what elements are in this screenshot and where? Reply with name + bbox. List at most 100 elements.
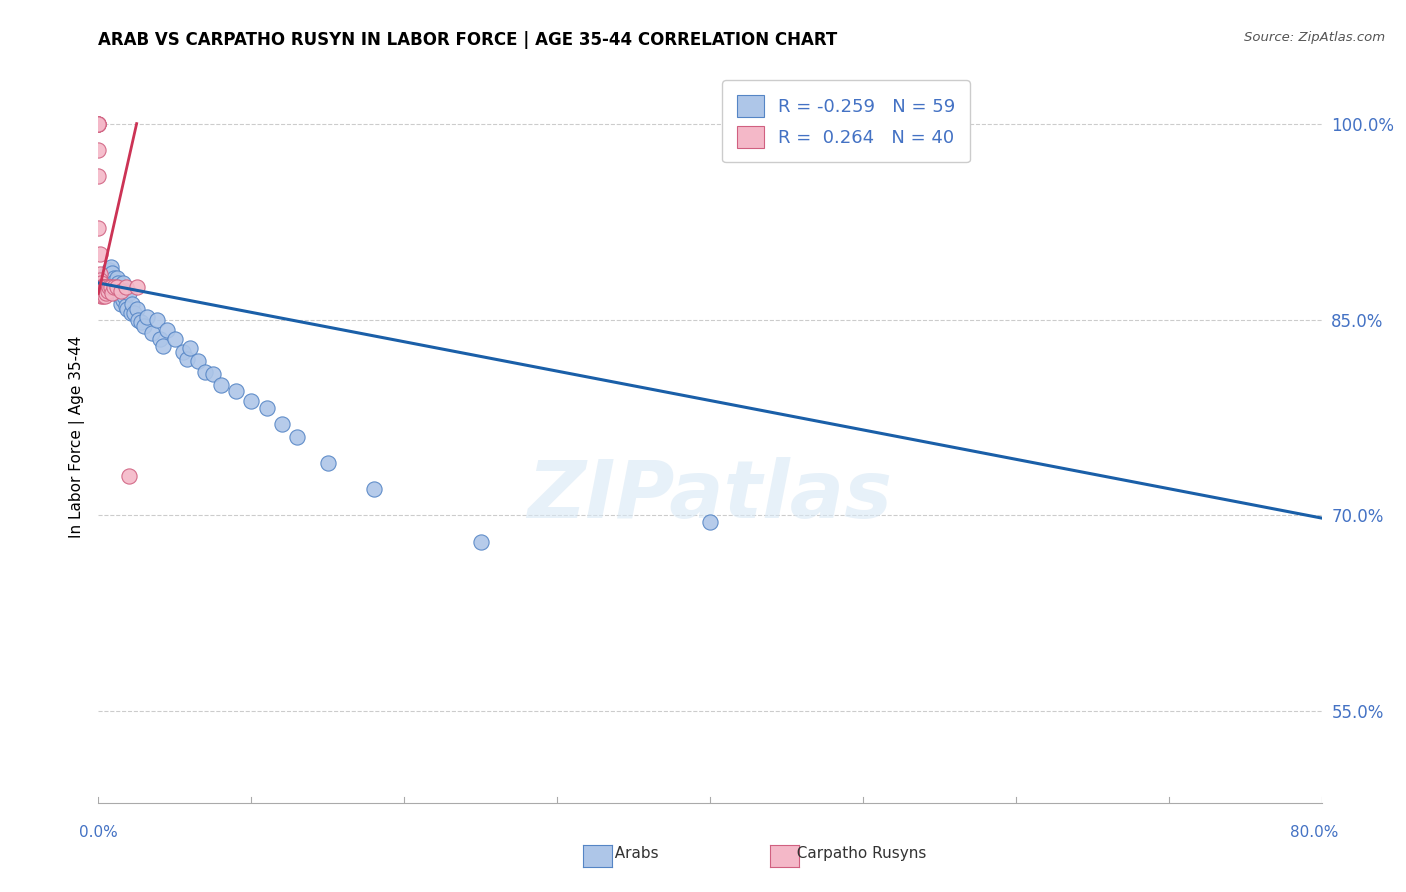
- Point: [107, 284, 129, 298]
- Point: [120, 306, 142, 320]
- Point: [105, 278, 128, 293]
- Point: [90, 280, 112, 294]
- Point: [699, 515, 721, 529]
- Point: [89, 280, 111, 294]
- Point: [100, 280, 122, 294]
- Point: [129, 315, 152, 329]
- Point: [270, 417, 292, 431]
- Text: 0.0%: 0.0%: [79, 825, 118, 839]
- Point: [101, 266, 124, 280]
- Text: Source: ZipAtlas.com: Source: ZipAtlas.com: [1244, 31, 1385, 45]
- Point: [87, 221, 110, 235]
- Point: [94, 280, 117, 294]
- Point: [136, 310, 159, 324]
- Point: [90, 280, 112, 294]
- Point: [93, 284, 115, 298]
- Point: [156, 323, 179, 337]
- Point: [87, 117, 110, 131]
- Point: [93, 280, 115, 294]
- Point: [118, 286, 141, 301]
- Point: [94, 270, 117, 285]
- Point: [202, 368, 225, 382]
- Point: [90, 289, 112, 303]
- Text: Carpatho Rusyns: Carpatho Rusyns: [787, 847, 927, 861]
- Point: [149, 332, 172, 346]
- Point: [104, 280, 127, 294]
- Point: [87, 117, 110, 131]
- Point: [108, 289, 131, 303]
- Point: [125, 280, 148, 294]
- Point: [111, 276, 134, 290]
- Point: [101, 276, 124, 290]
- Point: [87, 117, 110, 131]
- Point: [108, 286, 131, 301]
- Point: [105, 270, 128, 285]
- Point: [225, 384, 247, 399]
- Y-axis label: In Labor Force | Age 35-44: In Labor Force | Age 35-44: [69, 336, 84, 538]
- Point: [107, 276, 129, 290]
- Point: [115, 284, 138, 298]
- Point: [104, 286, 127, 301]
- Point: [89, 280, 111, 294]
- Point: [176, 351, 198, 366]
- Point: [90, 286, 112, 301]
- Point: [163, 332, 186, 346]
- Point: [285, 430, 308, 444]
- Point: [152, 339, 174, 353]
- Point: [240, 393, 263, 408]
- Point: [209, 377, 232, 392]
- Point: [89, 267, 111, 281]
- Point: [94, 273, 117, 287]
- Point: [98, 268, 121, 282]
- Point: [103, 280, 125, 294]
- Point: [87, 117, 110, 131]
- Point: [100, 280, 122, 294]
- Point: [194, 365, 217, 379]
- Point: [141, 326, 163, 340]
- Point: [91, 280, 114, 294]
- Point: [91, 280, 114, 294]
- Point: [98, 263, 121, 277]
- Legend: R = -0.259   N = 59, R =  0.264   N = 40: R = -0.259 N = 59, R = 0.264 N = 40: [723, 80, 970, 162]
- Point: [87, 169, 110, 183]
- Point: [179, 341, 201, 355]
- Point: [110, 280, 132, 294]
- Point: [101, 286, 124, 301]
- Point: [172, 345, 194, 359]
- Point: [103, 280, 125, 294]
- Point: [97, 284, 120, 298]
- Point: [87, 143, 110, 157]
- Point: [89, 273, 111, 287]
- Point: [110, 297, 132, 311]
- Point: [115, 280, 138, 294]
- Point: [93, 289, 115, 303]
- Text: ARAB VS CARPATHO RUSYN IN LABOR FORCE | AGE 35-44 CORRELATION CHART: ARAB VS CARPATHO RUSYN IN LABOR FORCE | …: [98, 31, 838, 49]
- Text: ZIPatlas: ZIPatlas: [527, 457, 893, 534]
- Point: [98, 280, 121, 294]
- Point: [187, 354, 209, 368]
- Point: [122, 306, 145, 320]
- Point: [94, 286, 117, 301]
- Text: Arabs: Arabs: [605, 847, 658, 861]
- Point: [91, 289, 114, 303]
- Point: [125, 301, 148, 317]
- Point: [115, 300, 138, 314]
- Point: [103, 275, 125, 289]
- Point: [127, 312, 149, 326]
- Point: [91, 286, 114, 301]
- Point: [145, 312, 167, 326]
- Point: [316, 456, 339, 470]
- Point: [110, 284, 132, 298]
- Point: [94, 267, 117, 281]
- Point: [256, 401, 278, 416]
- Point: [111, 293, 134, 307]
- Point: [90, 280, 112, 294]
- Point: [89, 284, 111, 298]
- Point: [470, 534, 492, 549]
- Point: [103, 270, 125, 285]
- Point: [90, 276, 112, 290]
- Point: [134, 319, 156, 334]
- Text: 80.0%: 80.0%: [1291, 825, 1339, 839]
- Point: [121, 297, 143, 311]
- Point: [363, 483, 385, 497]
